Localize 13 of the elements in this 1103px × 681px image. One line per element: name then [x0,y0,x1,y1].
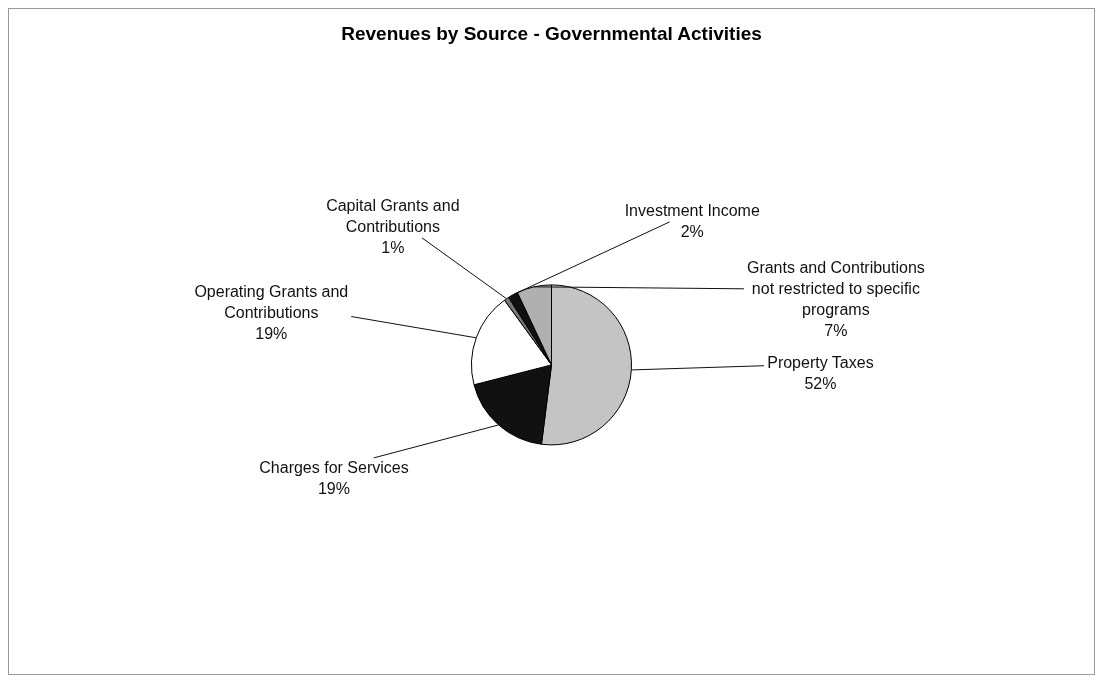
slice-label: Operating Grants and Contributions [194,282,349,321]
slice-label: Capital Grants and Contributions [326,196,460,235]
data-label: 52% [804,375,837,393]
slice-label: Grants and Contributions not restricted to specific programs [746,259,925,319]
data-label: 1% [381,238,405,256]
slice-label: Charges for Services [259,458,409,476]
slice-label: Investment Income [624,201,760,219]
data-label: 2% [680,222,704,240]
data-label: 19% [255,324,288,342]
slice-label: Property Taxes [767,354,874,372]
chart-title: Revenues by Source - Governmental Activities [341,22,762,44]
data-label: 7% [824,322,848,340]
data-label: 19% [317,479,350,497]
